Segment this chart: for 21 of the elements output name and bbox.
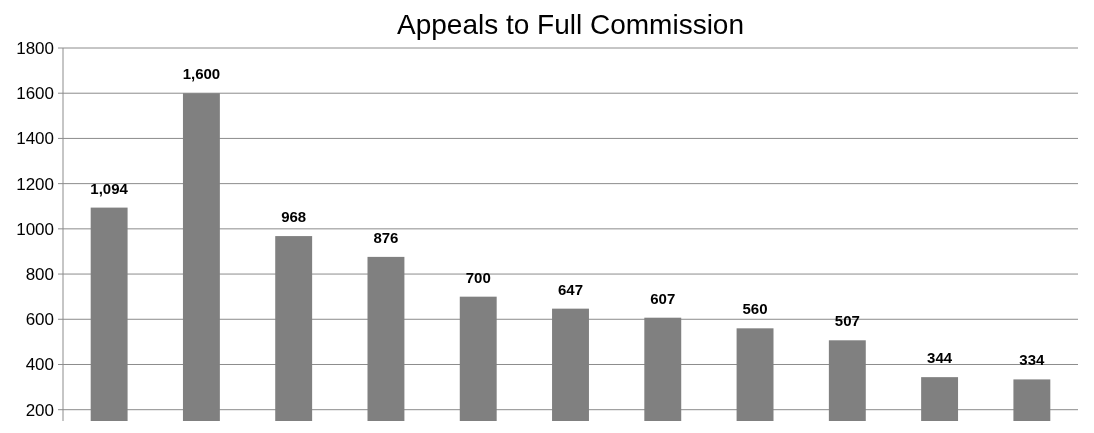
y-tick-label: 1200: [16, 174, 54, 194]
data-label: 968: [281, 208, 307, 226]
data-label: 700: [465, 268, 491, 286]
data-label: 507: [834, 312, 860, 330]
data-label: 560: [742, 300, 768, 318]
data-label: 876: [373, 228, 399, 246]
y-tick-label: 600: [25, 310, 54, 330]
data-label: 607: [650, 289, 676, 307]
data-label: 1,094: [90, 179, 129, 197]
y-tick-label: 200: [25, 400, 54, 420]
y-tick-label: 800: [25, 265, 54, 285]
chart-title: Appeals to Full Commission: [396, 9, 745, 40]
data-label: 344: [927, 349, 953, 367]
y-tick-label: 1600: [16, 84, 54, 104]
data-label: 334: [1019, 351, 1046, 369]
y-tick-label: 400: [25, 355, 54, 375]
data-label: 647: [557, 280, 584, 298]
y-tick-label: 1800: [16, 38, 54, 58]
y-tick-label: 1000: [16, 219, 54, 239]
data-label: 1,600: [182, 65, 221, 83]
y-tick-label: 1400: [16, 129, 54, 149]
